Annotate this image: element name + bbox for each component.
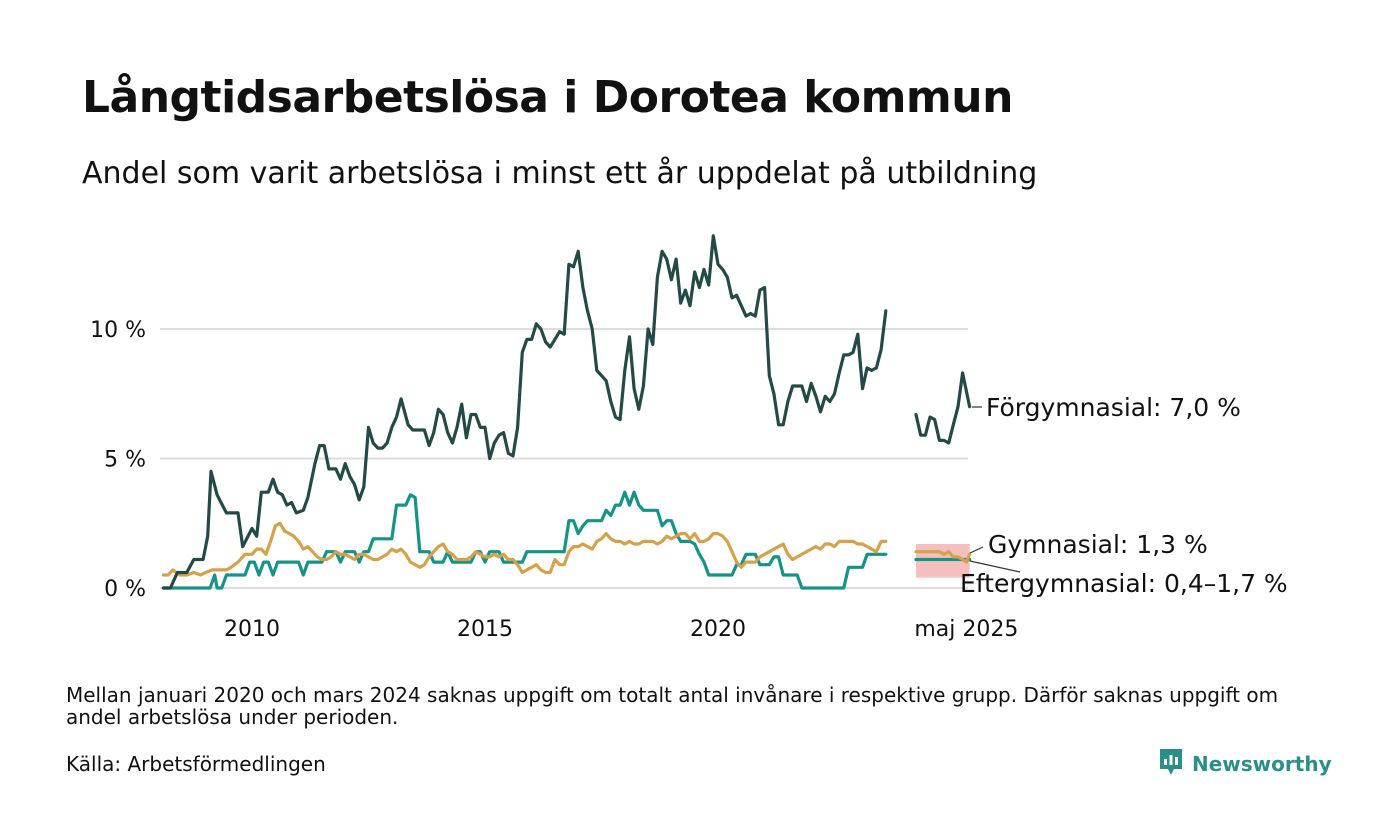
y-axis-ticks: 0 % 5 % 10 %: [90, 318, 146, 602]
y-tick-label: 10 %: [90, 318, 146, 343]
brand-name: Newsworthy: [1192, 752, 1332, 776]
footnote: Mellan januari 2020 och mars 2024 saknas…: [66, 683, 1279, 729]
x-axis-ticks: 2010 2015 2020 maj 2025: [224, 617, 1018, 642]
newsworthy-logo-icon: [1158, 746, 1184, 782]
eftergymnasial-end-label: Eftergymnasial: 0,4–1,7 %: [960, 569, 1288, 598]
forgymnasial-end-label: Förgymnasial: 7,0 %: [986, 393, 1241, 422]
end-labels: Förgymnasial: 7,0 % Gymnasial: 1,3 % Efter…: [960, 393, 1288, 598]
forgymnasial-line-segment-1: [914, 371, 972, 445]
x-tick-label: maj 2025: [914, 617, 1018, 642]
eftergymnasial-line-segment-0: [161, 490, 888, 590]
x-tick-label: 2010: [224, 617, 280, 642]
source-credit: Källa: Arbetsförmedlingen: [66, 752, 326, 776]
forgymnasial-line-segment-0: [161, 234, 888, 590]
series-lines: [161, 234, 972, 590]
y-tick-label: 0 %: [104, 577, 146, 602]
brand-logo[interactable]: Newsworthy: [1158, 748, 1332, 780]
eftergymnasial-leader-line: [969, 560, 1021, 573]
gymnasial-line-segment-0: [161, 521, 888, 577]
gymnasial-leader-line: [969, 546, 984, 554]
chart-subtitle: Andel som varit arbetslösa i minst ett å…: [82, 156, 1038, 191]
y-tick-label: 5 %: [104, 448, 146, 473]
chart-title: Långtidsarbetslösa i Dorotea kommun: [82, 72, 1013, 123]
x-tick-label: 2020: [690, 617, 746, 642]
gymnasial-end-label: Gymnasial: 1,3 %: [988, 530, 1208, 559]
gymnasial-line-segment-1: [914, 550, 972, 564]
x-tick-label: 2015: [457, 617, 513, 642]
